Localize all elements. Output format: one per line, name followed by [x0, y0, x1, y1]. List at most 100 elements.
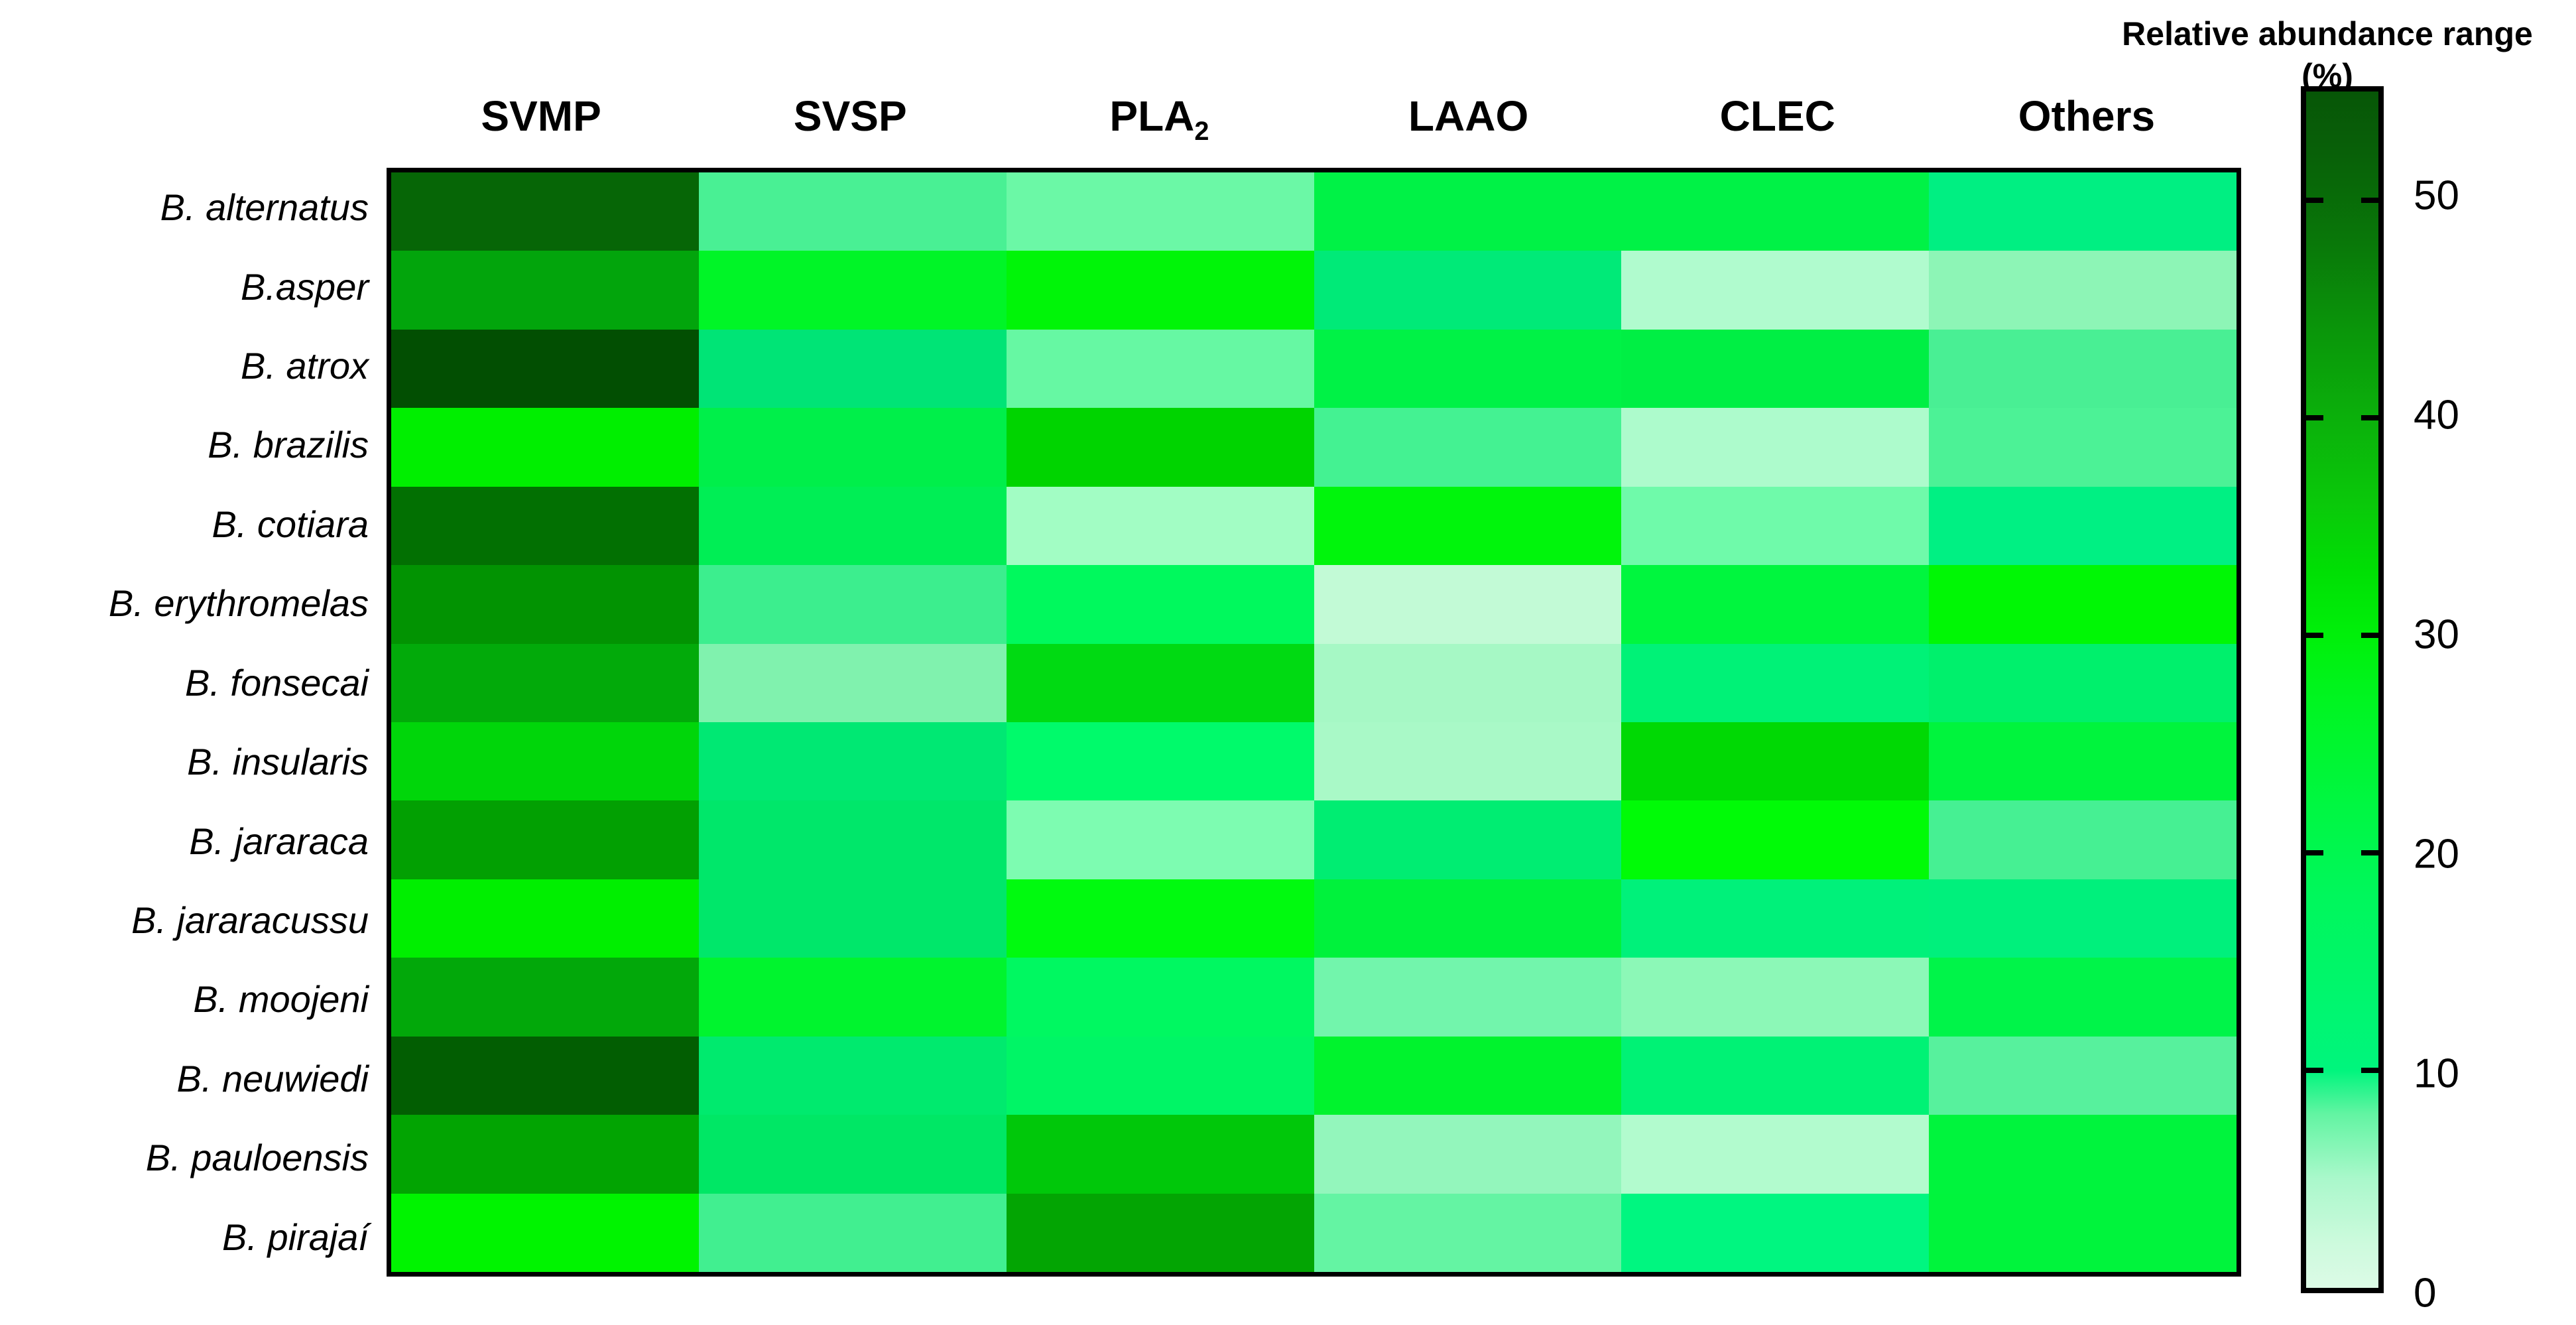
heatmap-cell	[1621, 329, 1930, 409]
colorbar-tick	[2361, 850, 2378, 855]
colorbar-tick-label: 20	[2414, 831, 2459, 877]
heatmap-cell	[391, 565, 699, 644]
heatmap-cell	[1314, 958, 1622, 1037]
heatmap-cell	[698, 172, 1007, 251]
row-labels: B. alternatus B.asper B. atrox B. brazilis B…	[0, 168, 369, 1277]
heatmap-cell	[1006, 1036, 1314, 1115]
heatmap-cell	[1314, 251, 1622, 330]
heatmap-cell	[1314, 879, 1622, 958]
heatmap-cell	[1621, 643, 1930, 722]
column-header-others: Others	[2018, 92, 2156, 140]
heatmap-cell	[391, 643, 699, 722]
heatmap-cell	[1314, 643, 1622, 722]
column-header-svmp: SVMP	[481, 92, 601, 140]
heatmap-cell	[1314, 1193, 1622, 1272]
heatmap-cell	[391, 800, 699, 879]
colorbar-tick	[2306, 633, 2323, 638]
heatmap-cell	[1314, 1036, 1622, 1115]
heatmap-cell	[1314, 172, 1622, 251]
heatmap-cell	[1006, 172, 1314, 251]
heatmap-cell	[391, 722, 699, 801]
heatmap-grid	[387, 168, 2241, 1277]
heatmap-cell	[698, 1115, 1007, 1194]
row-label: B. atrox	[241, 345, 369, 387]
colorbar-tick	[2306, 415, 2323, 420]
row-label: B. jararaca	[189, 820, 369, 862]
heatmap-cell	[1621, 1036, 1930, 1115]
heatmap-cell	[1929, 1036, 2237, 1115]
heatmap-cell	[1929, 1115, 2237, 1194]
heatmap-cell	[1929, 251, 2237, 330]
heatmap-cell	[698, 408, 1007, 487]
heatmap-cell	[698, 1193, 1007, 1272]
row-label: B. alternatus	[160, 186, 369, 229]
row-label: B. neuwiedi	[176, 1057, 369, 1100]
heatmap-cell	[1006, 800, 1314, 879]
heatmap-cell	[1006, 958, 1314, 1037]
heatmap-cell	[391, 1193, 699, 1272]
row-label: B. moojeni	[193, 978, 369, 1021]
heatmap-cell	[1314, 1115, 1622, 1194]
heatmap-cell	[391, 879, 699, 958]
colorbar-tick-label: 10	[2414, 1050, 2459, 1097]
heatmap-cell	[1621, 565, 1930, 644]
heatmap-cell	[698, 329, 1007, 409]
heatmap-cell	[1314, 486, 1622, 566]
heatmap-cell	[1929, 1193, 2237, 1272]
row-label: B. pauloensis	[145, 1137, 369, 1179]
heatmap-cell	[1621, 486, 1930, 566]
row-label: B. insularis	[187, 741, 369, 783]
colorbar-tick-label: 30	[2414, 611, 2459, 658]
colorbar-tick	[2361, 198, 2378, 203]
heatmap-cell	[1006, 879, 1314, 958]
heatmap-cell	[1929, 722, 2237, 801]
heatmap-cell	[1006, 565, 1314, 644]
heatmap-cell	[698, 486, 1007, 566]
row-label: B.asper	[241, 265, 369, 308]
heatmap-cell	[1314, 408, 1622, 487]
heatmap-cell	[1314, 800, 1622, 879]
colorbar-title: Relative abundance range (%)	[2082, 13, 2573, 96]
heatmap-cell	[1621, 958, 1930, 1037]
heatmap-cell	[698, 722, 1007, 801]
heatmap-cell	[1006, 643, 1314, 722]
heatmap-cell	[698, 879, 1007, 958]
heatmap-cell	[1006, 1115, 1314, 1194]
heatmap-cell	[391, 486, 699, 566]
heatmap-cell	[391, 251, 699, 330]
heatmap-cell	[1314, 565, 1622, 644]
colorbar-tick	[2306, 198, 2323, 203]
heatmap-cell	[1621, 408, 1930, 487]
heatmap-cell	[1621, 1193, 1930, 1272]
colorbar-tick-label: 0	[2414, 1270, 2437, 1316]
row-label: B. pirajaí	[222, 1216, 369, 1258]
heatmap-cell	[1929, 408, 2237, 487]
colorbar-tick	[2361, 415, 2378, 420]
heatmap-cell	[391, 1036, 699, 1115]
colorbar-tick	[2361, 633, 2378, 638]
column-header-pla2: PLA2	[1109, 92, 1209, 146]
heatmap-cell	[1006, 251, 1314, 330]
row-label: B. cotiara	[212, 503, 369, 545]
heatmap-cell	[391, 408, 699, 487]
heatmap-cell	[698, 800, 1007, 879]
column-header-svsp: SVSP	[793, 92, 907, 140]
heatmap-cell	[1929, 958, 2237, 1037]
heatmap-cell	[1006, 329, 1314, 409]
heatmap-cell	[698, 958, 1007, 1037]
heatmap-cell	[698, 251, 1007, 330]
colorbar-tick-label: 50	[2414, 172, 2459, 219]
heatmap-cell	[698, 1036, 1007, 1115]
heatmap-cell	[1006, 1193, 1314, 1272]
colorbar-tick	[2306, 850, 2323, 855]
heatmap-cell	[1929, 329, 2237, 409]
column-header-clec: CLEC	[1719, 92, 1835, 140]
row-label: B. jararacussu	[131, 899, 369, 941]
colorbar-title-line1: Relative abundance range	[2122, 15, 2533, 52]
column-headers: SVMP SVSP PLA2 LAAO CLEC Others	[387, 85, 2241, 148]
row-label: B. brazilis	[208, 424, 369, 466]
heatmap-cell	[1621, 800, 1930, 879]
heatmap-cell	[1929, 486, 2237, 566]
heatmap-cell	[1621, 1115, 1930, 1194]
heatmap-cell	[1929, 879, 2237, 958]
